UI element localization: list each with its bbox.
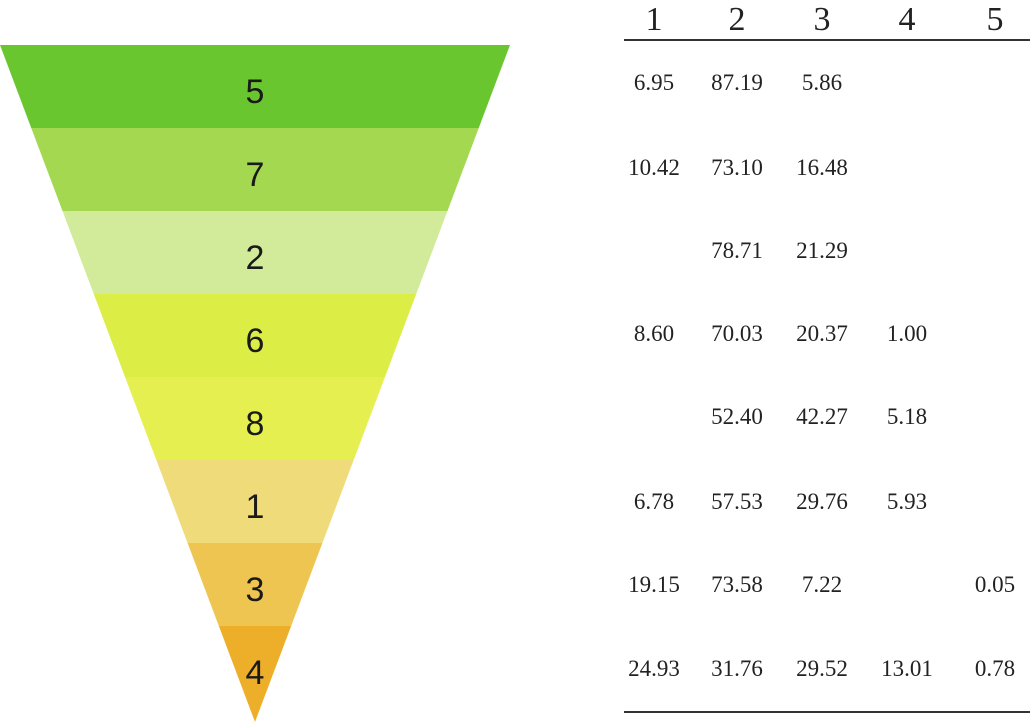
table-cell: 0.05 xyxy=(975,572,1015,597)
funnel-band-label: 1 xyxy=(246,488,265,526)
funnel-band xyxy=(156,460,354,543)
table-cell: 8.60 xyxy=(634,321,674,346)
table-cell: 16.48 xyxy=(796,155,848,180)
table-cell: 5.86 xyxy=(802,70,842,95)
funnel-chart: 5 7 2 6 8 1 3 4 xyxy=(0,45,510,722)
column-header: 1 xyxy=(646,1,663,38)
table-cell: 57.53 xyxy=(711,489,763,514)
table-cell: 6.78 xyxy=(634,489,674,514)
table-cell: 10.42 xyxy=(628,155,680,180)
funnel-band xyxy=(125,377,385,460)
funnel-band xyxy=(62,211,448,294)
table-cell: 6.95 xyxy=(634,70,674,95)
table-cell: 78.71 xyxy=(711,238,763,263)
column-header: 4 xyxy=(899,1,916,38)
funnel-band-label: 2 xyxy=(246,239,265,277)
funnel-band-label: 5 xyxy=(246,73,265,111)
table-cell: 70.03 xyxy=(711,321,763,346)
table-cell: 5.18 xyxy=(887,404,927,429)
table-cell: 42.27 xyxy=(796,404,848,429)
table-cell: 87.19 xyxy=(711,70,763,95)
table-cell: 29.52 xyxy=(796,656,848,681)
table-cell: 13.01 xyxy=(881,656,933,681)
funnel-band-label: 6 xyxy=(246,322,265,360)
table-cell: 73.10 xyxy=(711,155,763,180)
funnel-band-label: 7 xyxy=(246,156,265,194)
table-cell: 20.37 xyxy=(796,321,848,346)
table-cell: 31.76 xyxy=(711,656,763,681)
table-cell: 52.40 xyxy=(711,404,763,429)
funnel-band xyxy=(218,626,292,722)
funnel-band xyxy=(93,294,417,377)
funnel-band xyxy=(187,543,323,626)
table-cell: 0.78 xyxy=(975,656,1015,681)
funnel-band-label: 3 xyxy=(246,571,265,609)
column-header: 5 xyxy=(987,1,1004,38)
funnel-band xyxy=(31,128,479,211)
table-cell: 29.76 xyxy=(796,489,848,514)
funnel-band-label: 8 xyxy=(246,405,265,443)
column-header: 3 xyxy=(814,1,831,38)
table-cell: 1.00 xyxy=(887,321,927,346)
table-cell: 19.15 xyxy=(628,572,680,597)
funnel-band-label: 4 xyxy=(246,654,265,692)
table-cell: 21.29 xyxy=(796,238,848,263)
column-header: 2 xyxy=(729,1,746,38)
table-cell: 24.93 xyxy=(628,656,680,681)
table-cell: 7.22 xyxy=(802,572,842,597)
funnel-band xyxy=(0,45,510,128)
table-cell: 5.93 xyxy=(887,489,927,514)
table-cell: 73.58 xyxy=(711,572,763,597)
